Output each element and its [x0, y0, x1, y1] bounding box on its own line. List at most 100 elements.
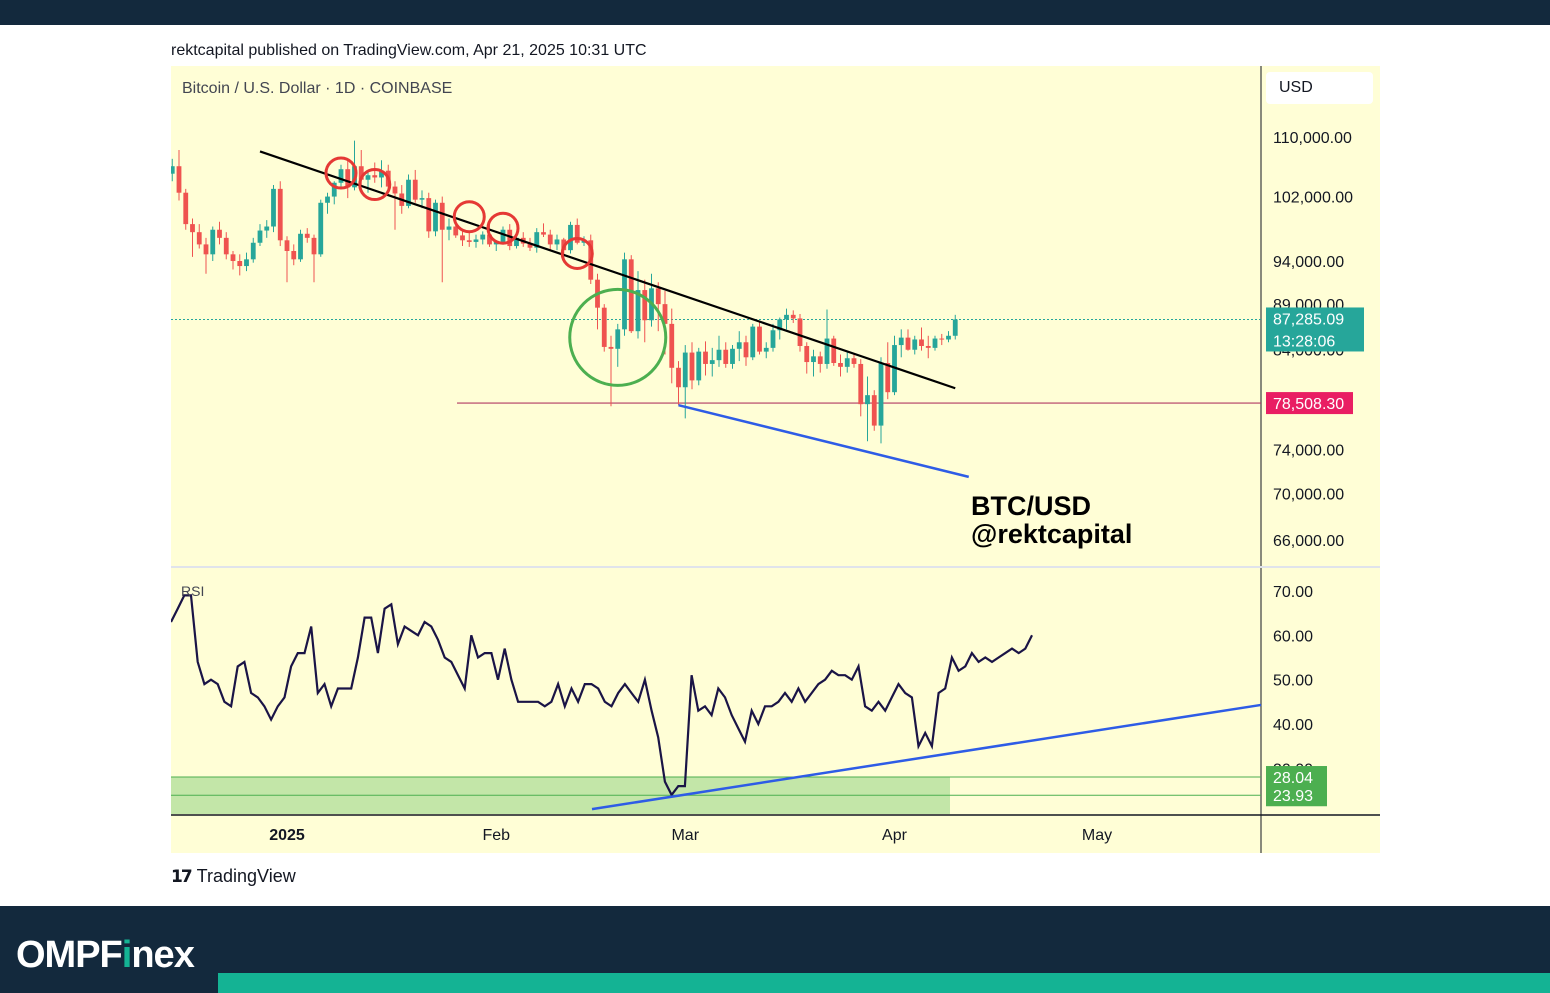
- candle-body: [473, 239, 479, 242]
- price-tick-label: 66,000.00: [1273, 533, 1344, 550]
- candle-body: [547, 234, 553, 245]
- candle-body: [730, 348, 735, 364]
- candle-body: [865, 395, 870, 405]
- candle-body: [635, 290, 641, 332]
- time-tick-label: 2025: [269, 827, 305, 844]
- candle-body: [790, 314, 796, 319]
- candle-body: [460, 235, 465, 241]
- current-price-badge: [1266, 307, 1364, 352]
- candle-body: [345, 169, 351, 188]
- time-tick-label: Apr: [882, 827, 908, 844]
- resistance-trendline: [259, 150, 956, 390]
- rejection-circle: [358, 168, 392, 202]
- candle-body: [358, 166, 364, 180]
- candle-body: [419, 198, 425, 200]
- candle-body: [534, 232, 540, 248]
- published-info: rektcapital published on TradingView.com…: [171, 42, 647, 59]
- countdown-label: 13:28:06: [1273, 333, 1335, 350]
- rsi-value-label: 23.93: [1273, 788, 1313, 805]
- candle-body: [574, 224, 580, 243]
- candle-body: [655, 288, 661, 305]
- candle-body: [291, 250, 297, 260]
- rejection-circle: [324, 156, 358, 190]
- price-tick-label: 94,000.00: [1273, 254, 1344, 271]
- candle-body: [311, 237, 317, 255]
- top-bar: [0, 0, 1550, 25]
- candle-body: [628, 259, 634, 332]
- tradingview-logo-icon: 𝟭𝟳: [171, 866, 193, 886]
- candle-body: [487, 234, 492, 245]
- candle-body: [176, 166, 182, 193]
- brand-logo[interactable]: OMPFinex: [16, 934, 195, 977]
- candle-body: [736, 342, 742, 349]
- candle-body: [500, 229, 506, 242]
- rsi-trendline: [591, 703, 1262, 811]
- candle-body: [318, 202, 324, 255]
- brand-prefix: OMPF: [16, 934, 123, 976]
- candle-body: [426, 198, 432, 232]
- time-tick-label: May: [1082, 827, 1112, 844]
- candle-body: [325, 196, 330, 203]
- candle-body: [203, 244, 209, 255]
- rsi-value-label: 28.04: [1273, 770, 1313, 787]
- symbol-title: Bitcoin / U.S. Dollar · 1D · COINBASE: [182, 80, 453, 97]
- candle-body: [770, 330, 776, 348]
- rsi-tick-label: 40.00: [1273, 717, 1313, 734]
- tradingview-logo[interactable]: 𝟭𝟳 TradingView: [171, 866, 296, 887]
- candle-body: [932, 338, 938, 348]
- candle-body: [210, 229, 216, 255]
- candle-body: [939, 338, 945, 340]
- candle-body: [298, 233, 303, 260]
- watermark: BTC/USD @rektcapital: [971, 492, 1132, 548]
- candle-body: [250, 242, 256, 260]
- candle-body: [338, 169, 344, 183]
- support-price-label: 78,508.30: [1273, 396, 1344, 413]
- candle-body: [615, 329, 621, 349]
- support-price-badge: [1266, 392, 1353, 415]
- candle-body: [952, 319, 958, 336]
- candle-body: [406, 179, 411, 206]
- rsi-tick-label: 60.00: [1273, 628, 1313, 645]
- candle-body: [190, 224, 195, 233]
- candle-body: [331, 182, 337, 197]
- rsi-value-badge: [1266, 784, 1327, 807]
- candle-body: [669, 323, 675, 368]
- candle-body: [723, 349, 729, 364]
- candle-body: [703, 351, 708, 364]
- time-tick-label: Mar: [671, 827, 699, 844]
- time-tick-label: Feb: [482, 827, 510, 844]
- candle-body: [696, 351, 702, 381]
- candle-body: [784, 314, 789, 320]
- candle-body: [824, 338, 830, 364]
- chart-svg[interactable]: 110,000.00102,000.0094,000.0089,000.0084…: [171, 66, 1380, 853]
- current-price-label: 87,285.09: [1273, 311, 1344, 328]
- breakout-circle: [568, 287, 668, 387]
- candle-body: [689, 352, 695, 381]
- candle-body: [858, 363, 864, 405]
- candle-body: [554, 239, 560, 245]
- candle-body: [912, 339, 918, 350]
- candle-body: [662, 304, 668, 324]
- candle-body: [871, 395, 877, 426]
- rsi-value-badge: [1266, 766, 1327, 789]
- chart-panel[interactable]: 110,000.00102,000.0094,000.0089,000.0084…: [171, 66, 1380, 853]
- candle-body: [379, 170, 384, 178]
- rsi-tick-label: 70.00: [1273, 584, 1313, 601]
- candle-body: [541, 232, 546, 235]
- currency-button[interactable]: USD: [1266, 72, 1373, 104]
- brand-suffix: nex: [131, 934, 194, 976]
- candle-body: [622, 259, 627, 330]
- price-tick-label: 74,000.00: [1273, 443, 1344, 460]
- candle-body: [446, 226, 452, 230]
- candle-body: [844, 358, 850, 367]
- candle-body: [750, 326, 756, 358]
- candle-body: [946, 335, 951, 340]
- candle-body: [898, 337, 904, 346]
- candle-body: [885, 363, 891, 393]
- candle-body: [716, 349, 722, 361]
- candle-body: [304, 233, 310, 238]
- price-tick-label: 70,000.00: [1273, 487, 1344, 504]
- brand-i: i: [121, 934, 133, 976]
- candle-body: [365, 175, 371, 180]
- candle-body: [277, 188, 283, 241]
